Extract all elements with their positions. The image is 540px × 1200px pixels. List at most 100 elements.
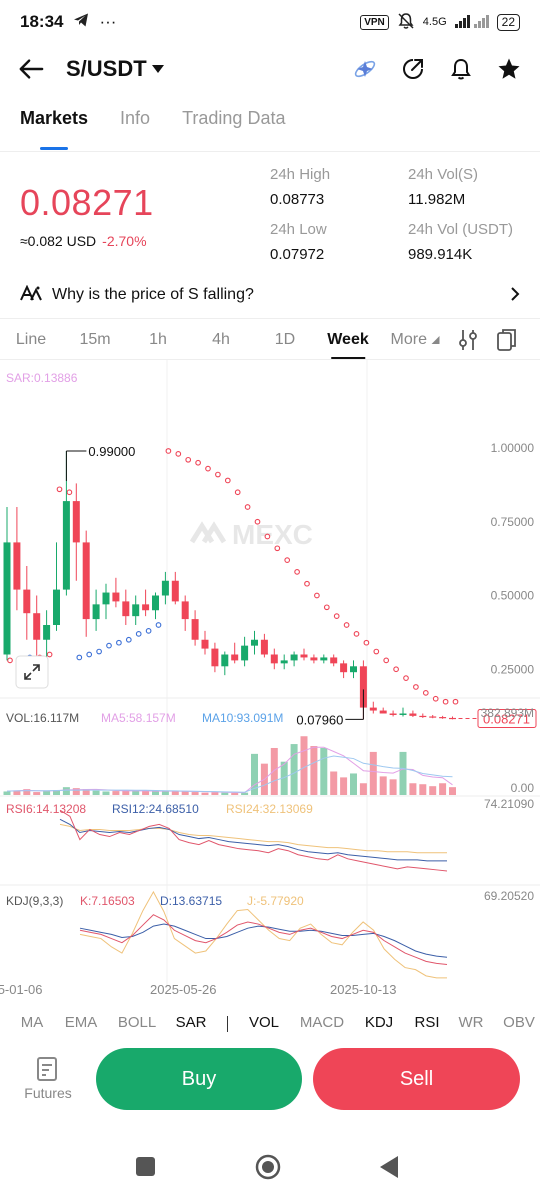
sar-dot xyxy=(442,698,449,705)
why-price-falling-link[interactable]: Why is the price of S falling? xyxy=(0,280,540,310)
volume-bar xyxy=(399,751,407,795)
indicator-separator xyxy=(227,1016,228,1032)
candle xyxy=(201,630,209,655)
futures-button[interactable]: Futures xyxy=(20,1056,76,1101)
back-nav-icon[interactable] xyxy=(380,1156,398,1178)
timeframe-line[interactable]: Line xyxy=(15,331,47,348)
indicator-settings-icon[interactable] xyxy=(457,328,479,357)
sar-dot xyxy=(125,636,132,643)
volume-bar xyxy=(419,784,427,795)
high-annotation: 0.99000 xyxy=(65,444,135,481)
sar-dot xyxy=(274,545,281,552)
volume-bar xyxy=(221,792,229,795)
volume-bar xyxy=(62,787,70,795)
sell-button[interactable]: Sell xyxy=(313,1048,520,1110)
sar-dot xyxy=(254,518,261,525)
stat-label: 24h High xyxy=(270,166,331,183)
recents-icon[interactable] xyxy=(136,1157,155,1176)
volume-bar xyxy=(181,791,189,795)
status-time: 18:34 xyxy=(20,12,64,31)
indicator-bar: MA EMA BOLL SAR VOL MACD KDJ RSI WR OBV xyxy=(0,1010,540,1034)
sar-dot xyxy=(86,651,93,658)
candle xyxy=(419,713,427,718)
candle xyxy=(270,648,278,670)
candle xyxy=(72,483,80,581)
volume-bar xyxy=(231,793,239,795)
indicator-ema[interactable]: EMA xyxy=(64,1014,98,1031)
timeframe-1d[interactable]: 1D xyxy=(274,331,296,348)
pair-selector[interactable]: S/USDT xyxy=(66,56,165,82)
kdj-j-label: J:-5.77920 xyxy=(247,894,304,908)
sar-dot xyxy=(284,557,291,563)
tabs-divider xyxy=(0,151,540,152)
why-text: Why is the price of S falling? xyxy=(52,286,254,303)
tab-info[interactable]: Info xyxy=(120,108,151,128)
timeframe-more[interactable]: More xyxy=(391,331,440,349)
signal-icon xyxy=(454,14,489,31)
stat-value: 989.914K xyxy=(408,246,473,263)
volume-bar xyxy=(330,771,338,795)
sar-dot xyxy=(422,690,429,696)
indicator-boll[interactable]: BOLL xyxy=(117,1014,157,1031)
timeframe-15m[interactable]: 15m xyxy=(79,331,111,348)
indicator-rsi[interactable]: RSI xyxy=(414,1014,440,1031)
candle xyxy=(231,642,239,664)
indicator-ma[interactable]: MA xyxy=(20,1014,44,1031)
back-arrow-icon[interactable] xyxy=(18,56,44,82)
vol-axis-top: 382.893M xyxy=(481,706,534,720)
stat-24h-vol-usdt: 24h Vol (USDT) 989.914K xyxy=(408,221,513,263)
candle xyxy=(191,610,199,646)
ai-assistant-icon[interactable] xyxy=(352,56,378,82)
buy-button[interactable]: Buy xyxy=(96,1048,302,1110)
price-change: -2.70% xyxy=(102,233,147,249)
volume-bar xyxy=(300,736,308,795)
star-icon[interactable] xyxy=(496,56,522,82)
bell-icon[interactable] xyxy=(448,56,474,82)
home-icon[interactable] xyxy=(255,1154,281,1180)
volume-bar xyxy=(320,747,328,795)
price-axis: 1.00000 0.75000 0.50000 0.25000 xyxy=(491,441,535,676)
indicator-kdj[interactable]: KDJ xyxy=(364,1014,394,1031)
tab-trading-data[interactable]: Trading Data xyxy=(182,108,286,128)
timeframe-week[interactable]: Week xyxy=(327,331,369,359)
caret-down-icon xyxy=(431,336,440,344)
copy-layout-icon[interactable] xyxy=(496,327,518,358)
sar-dot xyxy=(403,675,409,681)
candle xyxy=(379,707,387,714)
timeframe-4h[interactable]: 4h xyxy=(212,331,230,348)
candle xyxy=(290,651,298,667)
tab-markets[interactable]: Markets xyxy=(20,108,88,150)
vpn-icon: VPN xyxy=(360,14,389,30)
indicator-vol[interactable]: VOL xyxy=(248,1014,280,1031)
volume-bar xyxy=(13,790,21,795)
candle xyxy=(92,589,100,631)
price-chart[interactable]: MEXC SAR:0.13886 1.00000 0.75000 0.50000 0.… xyxy=(0,360,540,1000)
candle xyxy=(112,577,120,608)
stat-value: 11.982M xyxy=(408,191,466,208)
volume-bars xyxy=(3,736,456,795)
candle xyxy=(330,654,338,667)
indicator-macd[interactable]: MACD xyxy=(299,1014,345,1031)
sar-dot xyxy=(294,569,300,575)
expand-chart-button[interactable] xyxy=(15,655,49,689)
candle xyxy=(132,595,140,625)
sar-dot xyxy=(432,695,439,702)
sar-dot xyxy=(304,580,310,587)
indicator-sar[interactable]: SAR xyxy=(175,1014,207,1031)
candle xyxy=(350,660,357,679)
volume-bar xyxy=(132,790,140,795)
indicator-obv[interactable]: OBV xyxy=(503,1014,535,1031)
watermark-text: MEXC xyxy=(232,519,313,550)
price-axis-label: 0.50000 xyxy=(491,589,535,603)
sar-dot xyxy=(215,471,221,478)
share-icon[interactable] xyxy=(400,56,426,82)
price-axis-label: 0.75000 xyxy=(491,515,535,529)
volume-bar xyxy=(72,788,80,795)
rsi-axis-top: 74.21090 xyxy=(484,797,534,811)
timeframe-1h[interactable]: 1h xyxy=(149,331,167,348)
sar-dot xyxy=(195,459,201,466)
sar-dot xyxy=(323,604,330,611)
indicator-wr[interactable]: WR xyxy=(458,1014,484,1031)
sar-dot xyxy=(66,489,73,496)
sar-dot xyxy=(106,642,112,649)
